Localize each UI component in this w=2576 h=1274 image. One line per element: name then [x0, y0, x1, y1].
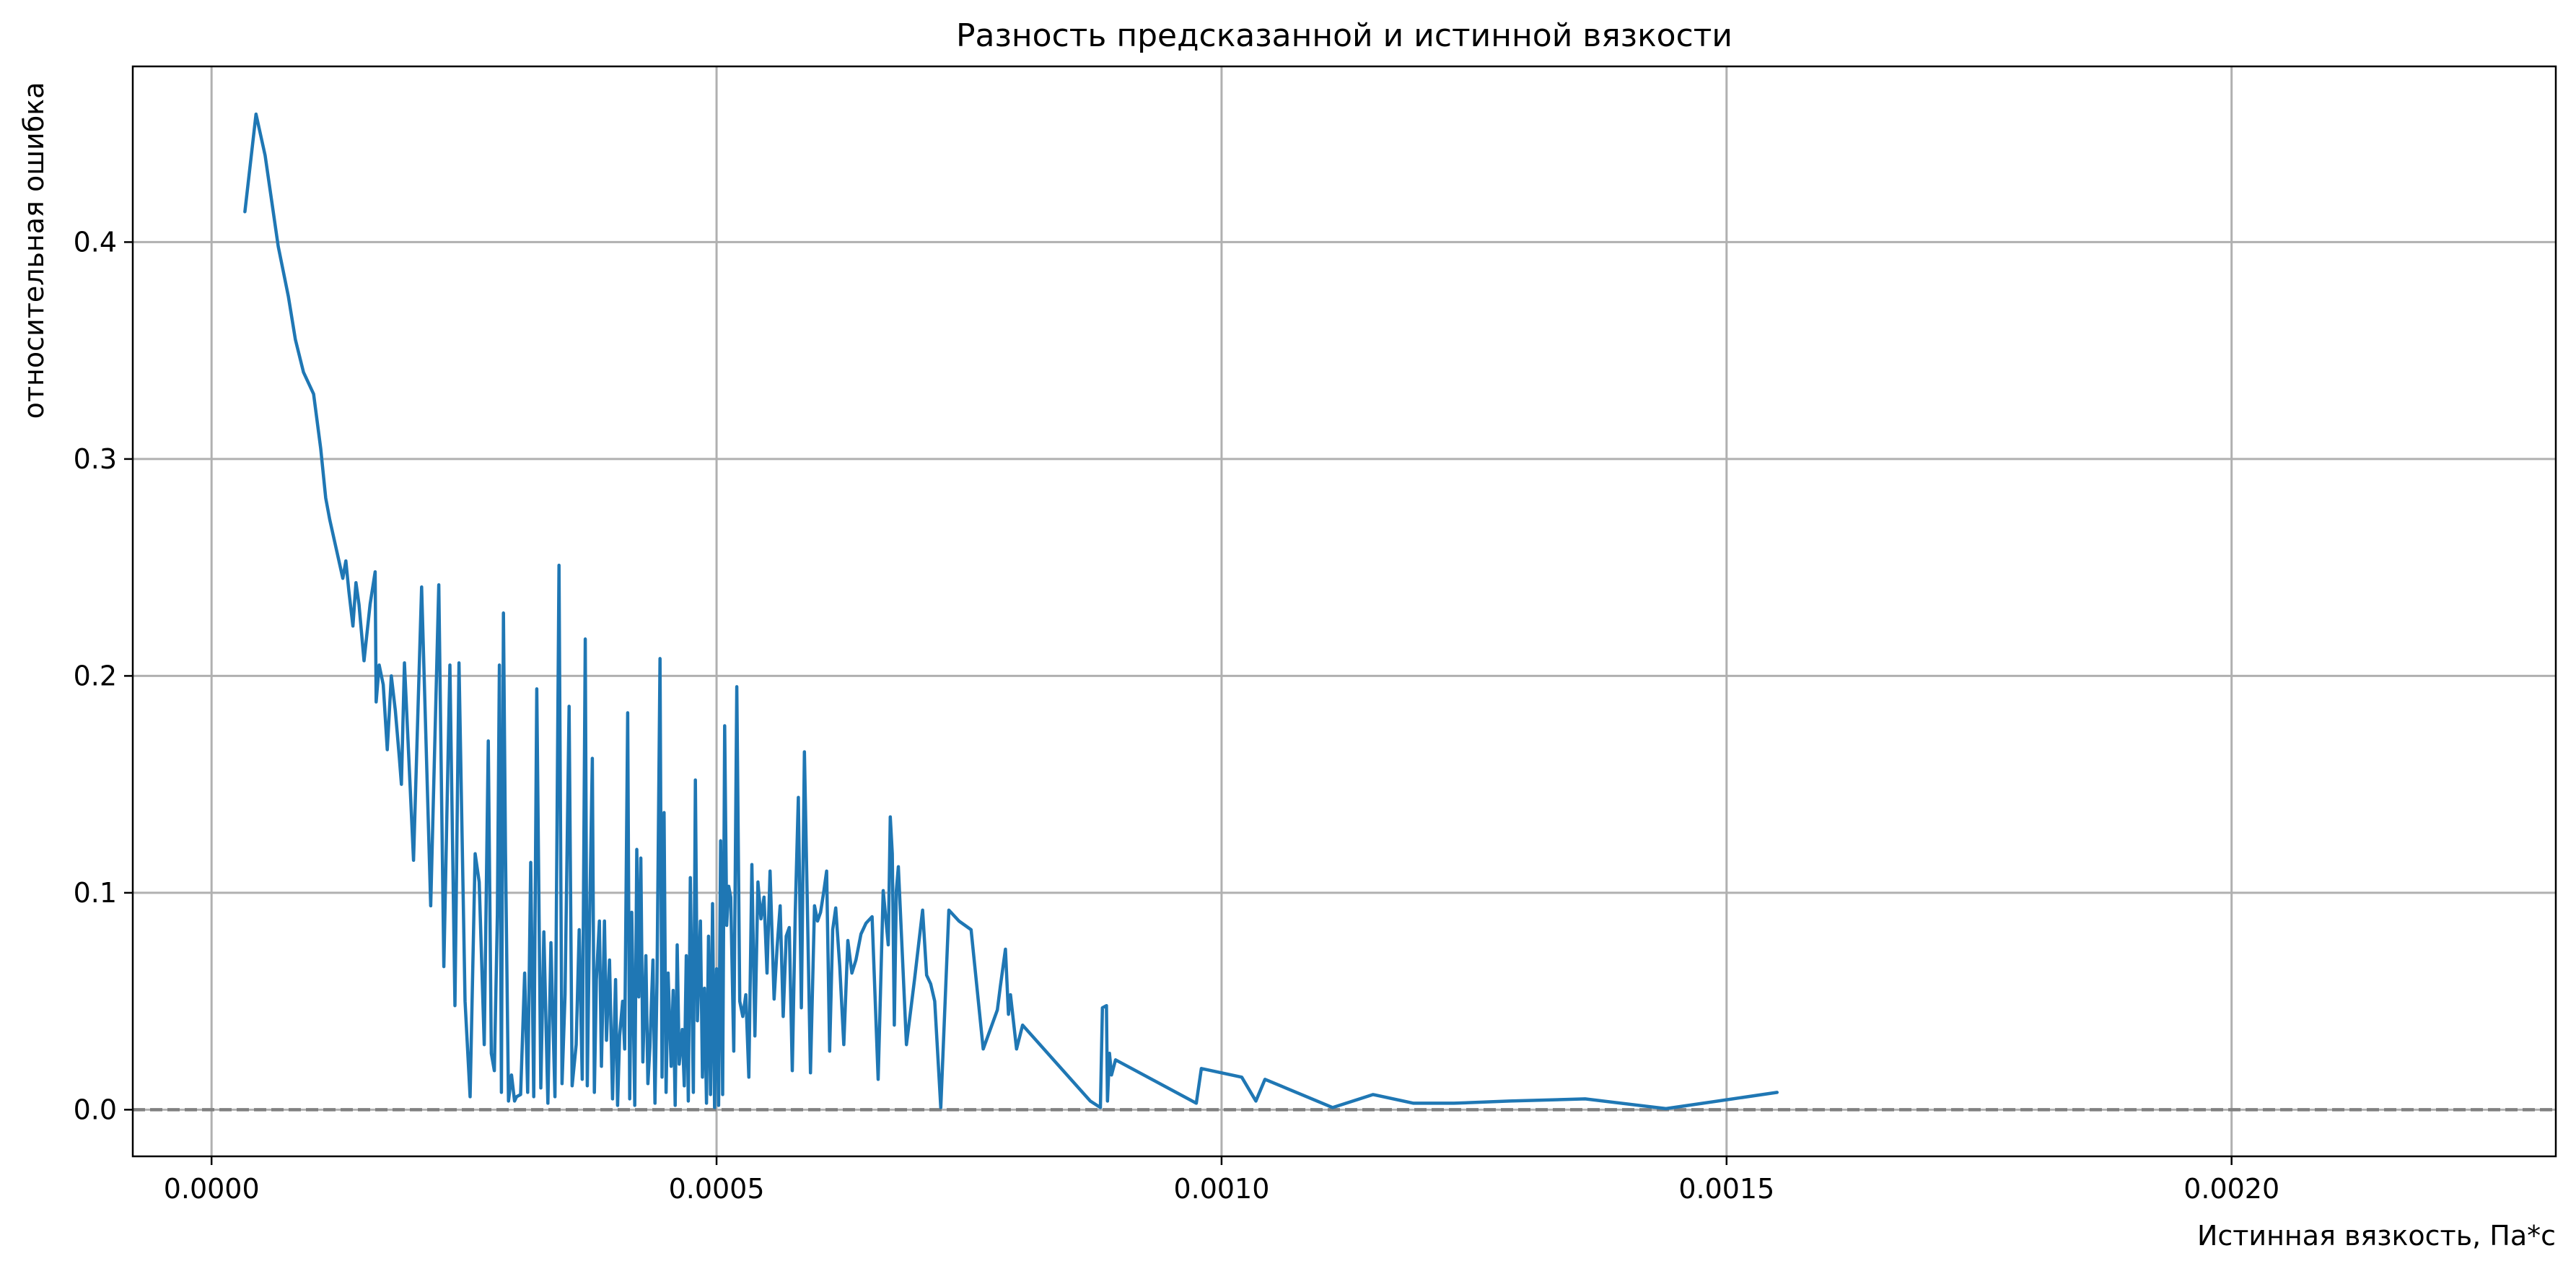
y-tick-label: 0.4 — [74, 226, 117, 258]
y-tick-label: 0.3 — [74, 443, 117, 475]
plot-frame — [131, 65, 2557, 1158]
x-tick-label: 0.0020 — [2183, 1173, 2279, 1205]
y-tick-label: 0.1 — [74, 877, 117, 909]
x-tick-label: 0.0010 — [1173, 1173, 1269, 1205]
ticks: 0.0000 0.0005 0.0010 0.0015 0.0020 0.0 0.1 0.2 0… — [74, 226, 2280, 1205]
x-axis-label: Истинная вязкость, Па*с — [2197, 1220, 2556, 1252]
x-tick-label: 0.0000 — [164, 1173, 260, 1205]
y-axis-label: относительная ошибка — [18, 82, 50, 419]
x-tick-label: 0.0015 — [1678, 1173, 1774, 1205]
y-tick-label: 0.0 — [74, 1094, 117, 1125]
series-line — [243, 112, 1779, 1111]
chart-title: Разность предсказанной и истинной вязкос… — [956, 17, 1732, 54]
y-tick-label: 0.2 — [74, 660, 117, 691]
series-group — [243, 112, 1779, 1111]
x-tick-label: 0.0005 — [669, 1173, 765, 1205]
